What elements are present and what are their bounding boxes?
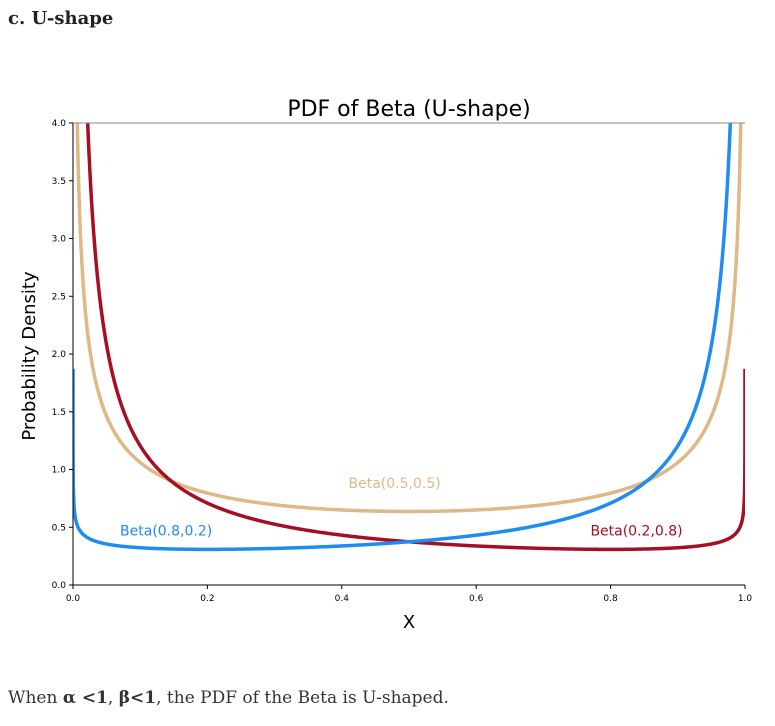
plot-area: 0.0 0.2 0.4 0.6 0.8 1.0 0.0 0.5 1.0 1.5 2.0 2.5 3.0 3… (52, 119, 753, 604)
series-line-0 (75, 123, 743, 514)
y-tick-label: 0.5 (52, 523, 66, 533)
section-heading: c. U-shape (8, 8, 114, 29)
caption: When α <1, β<1, the PDF of the Beta is U… (8, 688, 449, 708)
caption-alpha: α <1 (62, 688, 108, 708)
x-tick-label: 0.6 (469, 594, 484, 604)
x-tick-label: 0.2 (200, 594, 214, 604)
series-annotation: Beta(0.8,0.2) (120, 523, 212, 539)
x-tick-label: 0.4 (335, 594, 350, 604)
x-tick-label: 1.0 (738, 594, 753, 604)
y-tick-label: 1.0 (52, 466, 67, 476)
caption-suffix: , the PDF of the Beta is U-shaped. (156, 688, 449, 708)
caption-sep: , (107, 688, 119, 708)
chart-container: PDF of Beta (U-shape) Probability Densit… (0, 90, 775, 650)
y-tick-label: 4.0 (52, 119, 67, 129)
y-tick-label: 0.0 (52, 581, 67, 591)
x-tick-label: 0.0 (66, 594, 81, 604)
y-axis-label: Probability Density (19, 271, 40, 441)
series-line-2 (73, 123, 733, 552)
series-annotation: Beta(0.5,0.5) (349, 476, 441, 492)
y-tick-label: 2.0 (52, 350, 67, 360)
caption-prefix: When (8, 688, 63, 708)
chart-title: PDF of Beta (U-shape) (287, 97, 530, 122)
y-tick-label: 3.0 (52, 235, 67, 245)
beta-pdf-chart: PDF of Beta (U-shape) Probability Densit… (19, 97, 753, 633)
y-tick-label: 3.5 (52, 177, 66, 187)
x-axis-label: X (403, 612, 415, 633)
series-annotation: Beta(0.2,0.8) (590, 523, 682, 539)
y-tick-label: 2.5 (52, 292, 66, 302)
x-tick-label: 0.8 (603, 594, 618, 604)
y-tick-label: 1.5 (52, 408, 66, 418)
caption-beta: β<1 (118, 688, 157, 708)
